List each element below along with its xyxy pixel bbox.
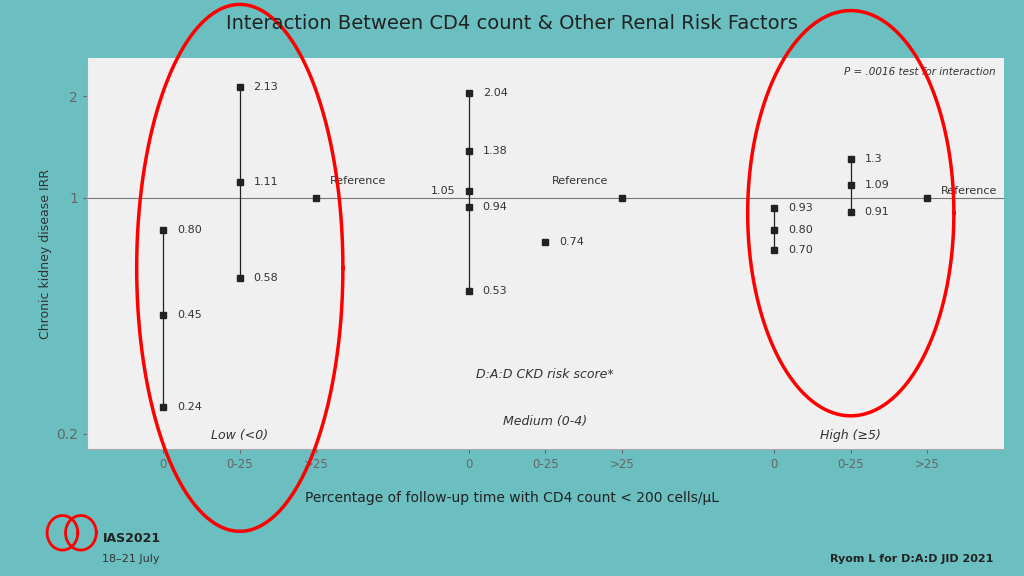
Text: Low (<0): Low (<0) bbox=[211, 429, 268, 442]
Text: 0.93: 0.93 bbox=[788, 203, 813, 213]
Text: P = .0016 test for interaction: P = .0016 test for interaction bbox=[844, 67, 996, 77]
Y-axis label: Chronic kidney disease IRR: Chronic kidney disease IRR bbox=[39, 168, 52, 339]
Text: Ryom L for D:A:D JID 2021: Ryom L for D:A:D JID 2021 bbox=[829, 554, 993, 564]
Text: Reference: Reference bbox=[330, 176, 386, 186]
Text: 0.80: 0.80 bbox=[788, 225, 813, 236]
Text: 0.53: 0.53 bbox=[482, 286, 507, 296]
Text: 0.74: 0.74 bbox=[559, 237, 584, 247]
Text: 18–21 July: 18–21 July bbox=[102, 554, 160, 564]
Text: High (≥5): High (≥5) bbox=[820, 429, 882, 442]
Text: 0.80: 0.80 bbox=[177, 225, 202, 236]
Text: Reference: Reference bbox=[552, 176, 608, 186]
Text: Percentage of follow-up time with CD4 count < 200 cells/μL: Percentage of follow-up time with CD4 co… bbox=[305, 491, 719, 505]
Text: 0.91: 0.91 bbox=[864, 207, 889, 217]
Text: 0.70: 0.70 bbox=[788, 245, 813, 255]
Text: Reference: Reference bbox=[941, 185, 997, 196]
Text: Medium (0-4): Medium (0-4) bbox=[503, 415, 588, 428]
Text: 0.45: 0.45 bbox=[177, 310, 202, 320]
Text: 1.11: 1.11 bbox=[254, 177, 279, 187]
Text: Interaction Between CD4 count & Other Renal Risk Factors: Interaction Between CD4 count & Other Re… bbox=[226, 14, 798, 33]
Text: 2.13: 2.13 bbox=[254, 82, 279, 92]
Text: IAS2021: IAS2021 bbox=[102, 532, 161, 545]
Text: 0.24: 0.24 bbox=[177, 402, 202, 412]
Text: 1.3: 1.3 bbox=[864, 154, 882, 164]
Text: 0.94: 0.94 bbox=[482, 202, 508, 212]
Text: 1.09: 1.09 bbox=[864, 180, 889, 190]
Text: 0.58: 0.58 bbox=[254, 272, 279, 283]
Text: 1.05: 1.05 bbox=[430, 185, 455, 196]
Text: 1.38: 1.38 bbox=[482, 146, 508, 156]
Text: 2.04: 2.04 bbox=[482, 88, 508, 98]
Text: D:A:D CKD risk score*: D:A:D CKD risk score* bbox=[476, 368, 614, 381]
